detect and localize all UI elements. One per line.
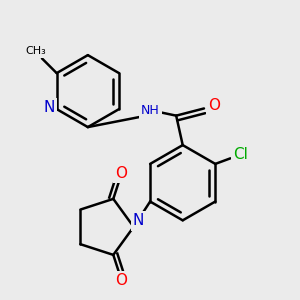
Text: N: N (44, 100, 55, 115)
Text: CH₃: CH₃ (26, 46, 46, 56)
Text: O: O (116, 166, 128, 181)
Text: O: O (116, 273, 128, 288)
Text: N: N (133, 214, 144, 229)
Text: Cl: Cl (233, 147, 248, 162)
Text: O: O (208, 98, 220, 113)
Text: NH: NH (141, 104, 159, 117)
